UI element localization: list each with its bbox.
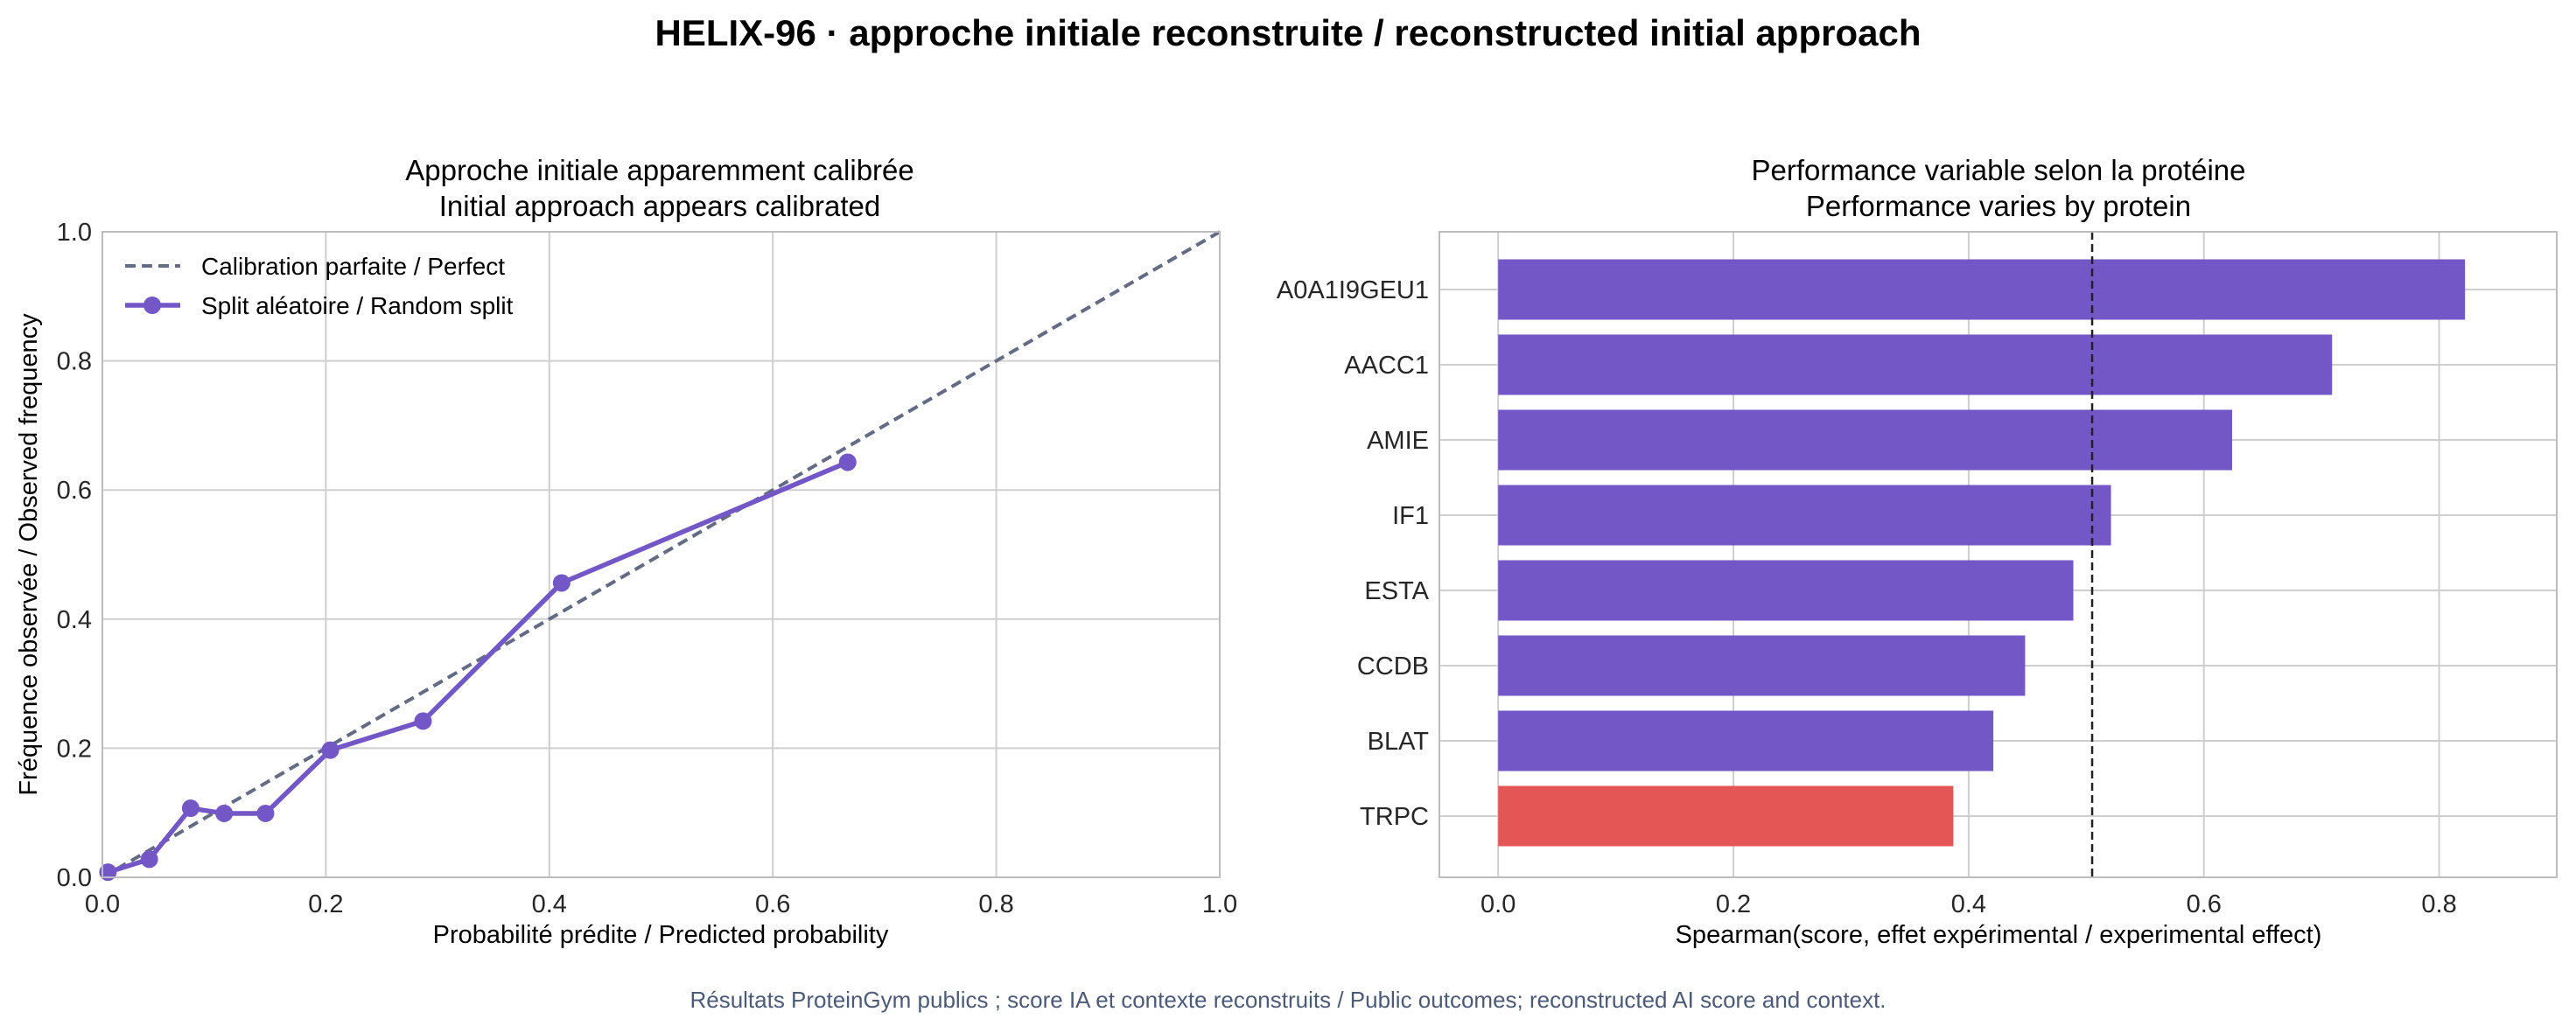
calibration-title-line1: Approche initiale apparemment calibrée [405,154,914,186]
protein-label: BLAT [1368,728,1430,756]
protein-label: IF1 [1392,502,1429,530]
random-split-point [215,804,234,822]
random-split-point [256,804,275,822]
calibration-x-tick-label: 0.2 [308,890,343,918]
spearman-ticks: 0.0 0.2 0.4 0.6 0.8 A0A1I9GEU1 AACC1 AMIE IF1 EST… [1277,276,2457,918]
calibration-x-tick-label: 1.0 [1202,890,1237,918]
spearman-axes-frame [1438,231,2558,878]
spearman-bar-esta [1498,560,2074,621]
spearman-bar-aacc1 [1498,334,2333,395]
calibration-x-tick-label: 0.8 [978,890,1013,918]
calibration-y-tick-label: 0.8 [57,348,92,376]
spearman-bar-amie [1498,409,2232,471]
calibration-x-tick-label: 0.4 [532,890,567,918]
calibration-ylabel: Fréquence observée / Observed frequency [15,313,43,796]
calibration-xlabel: Probabilité prédite / Predicted probabil… [433,921,889,949]
spearman-bars [1498,259,2466,847]
spearman-title-line2: Performance varies by protein [1806,190,2191,222]
protein-label: ESTA [1364,577,1429,605]
legend-random-label: Split aléatoire / Random split [201,292,514,319]
calibration-title-line2: Initial approach appears calibrated [439,190,881,222]
spearman-panel: Performance variable selon la protéine P… [1277,154,2558,949]
protein-label: AACC1 [1344,352,1429,380]
calibration-x-tick-label: 0.0 [85,890,120,918]
calibration-legend: Calibration parfaite / Perfect Split alé… [125,253,514,319]
random-split-point [140,850,158,869]
spearman-bar-ccdb [1498,635,2026,696]
random-split-point [181,799,200,818]
calibration-x-tick-label: 0.6 [755,890,790,918]
protein-label: TRPC [1360,803,1429,831]
calibration-ticks: 0.0 0.2 0.4 0.6 0.8 1.0 0.0 0.2 0.4 0.6 0.8 1.0 [57,219,1237,918]
spearman-grid [1439,232,2557,877]
random-split-point [321,741,340,759]
protein-label: CCDB [1357,653,1429,681]
spearman-xlabel: Spearman(score, effet expérimental / exp… [1676,921,2322,949]
spearman-bar-a0a1i9geu1 [1498,259,2466,320]
spearman-x-tick-label: 0.8 [2421,890,2456,918]
calibration-y-tick-label: 0.6 [57,477,92,505]
random-split-point [552,574,570,592]
spearman-title-line1: Performance variable selon la protéine [1752,154,2246,186]
spearman-x-tick-label: 0.2 [1716,890,1751,918]
spearman-bar-trpc [1498,785,1954,847]
spearman-bar-blat [1498,710,1994,771]
calibration-panel: Approche initiale apparemment calibrée I… [15,154,1237,949]
figure-footer: Résultats ProteinGym publics ; score IA … [690,987,1886,1013]
legend-perfect-label: Calibration parfaite / Perfect [201,253,505,280]
calibration-y-tick-label: 0.4 [57,606,92,634]
spearman-x-tick-label: 0.0 [1480,890,1516,918]
spearman-bar-if1 [1498,485,2111,546]
protein-label: AMIE [1367,427,1429,455]
spearman-x-tick-label: 0.6 [2187,890,2222,918]
calibration-axes-frame [102,231,1221,878]
spearman-x-tick-label: 0.4 [1951,890,1986,918]
perfect-calibration-line [101,230,1222,879]
calibration-y-tick-label: 0.0 [57,864,92,892]
legend-random-marker [144,297,161,314]
protein-label: A0A1I9GEU1 [1277,276,1429,304]
random-split-point [838,453,857,471]
calibration-y-tick-label: 0.2 [57,735,92,763]
calibration-plot-area [99,230,1222,882]
figure-suptitle: HELIX-96 · approche initiale reconstruit… [655,12,1922,53]
calibration-y-tick-label: 1.0 [57,219,92,247]
random-split-point [414,712,432,730]
